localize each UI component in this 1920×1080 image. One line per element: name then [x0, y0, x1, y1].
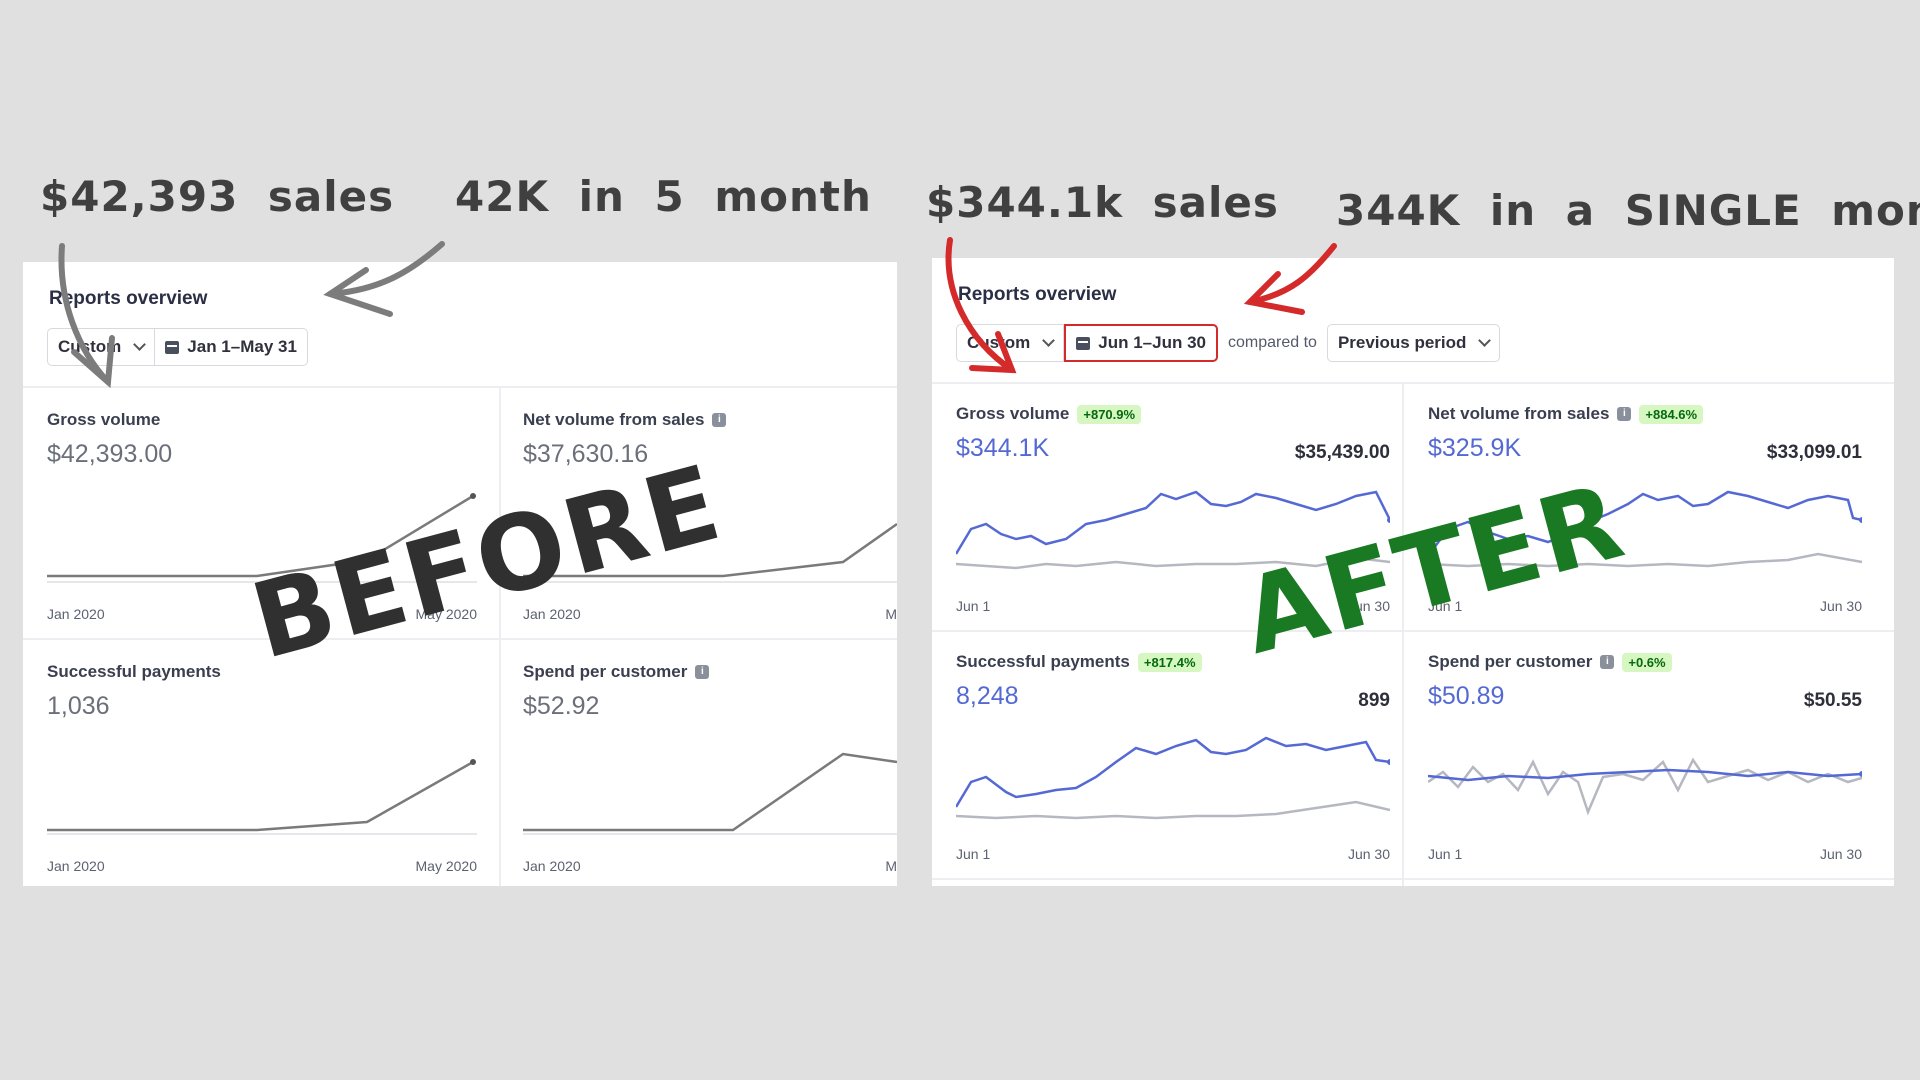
range-select[interactable]: Custom	[47, 328, 156, 366]
after-dashboard-panel: Reports overview Custom Jun 1–Jun 30 com…	[932, 258, 1894, 886]
sparkline-chart	[956, 736, 1390, 820]
card-value: $52.92	[523, 692, 600, 720]
x-axis-end: Jun 30	[1819, 846, 1862, 862]
page-title: Reports overview	[958, 284, 1117, 305]
sparkline-chart	[523, 522, 897, 583]
divider	[23, 638, 897, 640]
card-label: Successful payments	[956, 652, 1130, 671]
date-controls: Custom Jun 1–Jun 30 compared to Previous…	[956, 324, 1501, 362]
x-axis-start: Jan 2020	[523, 858, 581, 874]
annotation-after-sales: $344.1k sales	[926, 178, 1279, 227]
info-icon[interactable]: i	[1617, 407, 1632, 421]
range-select-label: Custom	[967, 333, 1031, 352]
compare-period-label: Previous period	[1337, 333, 1467, 352]
card-label: Spend per customer	[523, 662, 688, 681]
info-icon[interactable]: i	[1600, 655, 1615, 669]
change-badge: +0.6%	[1622, 652, 1672, 672]
card-label: Spend per customer	[1428, 652, 1593, 671]
compare-value: $35,439.00	[1294, 442, 1390, 463]
divider	[932, 382, 1894, 384]
x-axis-start: Jun 1	[956, 598, 991, 614]
change-badge: +884.6%	[1639, 404, 1704, 424]
card-net-volume[interactable]: Net volume from sales i +884.6% $325.9K $3…	[1428, 404, 1862, 624]
x-axis-start: Jun 1	[1428, 846, 1463, 862]
x-axis-start: Jan 2020	[523, 606, 581, 622]
card-value: $344.1K	[956, 434, 1050, 462]
info-icon[interactable]: i	[712, 413, 727, 427]
date-range-label: Jun 1–Jun 30	[1098, 333, 1206, 352]
sparkline-chart	[523, 752, 897, 835]
card-label: Gross volume	[47, 410, 161, 429]
chevron-down-icon	[133, 338, 147, 351]
card-spend-per-customer[interactable]: Spend per customer i +0.6% $50.89 $50.55 J…	[1428, 652, 1862, 872]
card-label: Gross volume	[956, 404, 1070, 423]
x-axis-end: May 2020	[415, 858, 477, 874]
before-dashboard-panel: Reports overview Custom Jan 1–May 31 Gro…	[23, 262, 897, 886]
card-net-volume[interactable]: Net volume from sales i $37,630.16 Jan 20…	[523, 410, 897, 630]
calendar-icon	[1076, 336, 1091, 350]
chevron-down-icon	[1042, 334, 1056, 347]
chevron-down-icon	[1478, 334, 1492, 347]
card-successful-payments[interactable]: Successful payments 1,036 Jan 2020 May 2…	[47, 662, 477, 882]
x-axis-start: Jun 1	[956, 846, 991, 862]
x-axis-start: Jan 2020	[47, 858, 105, 874]
compare-period-select[interactable]: Previous period	[1326, 324, 1501, 362]
change-badge: +817.4%	[1137, 652, 1202, 672]
divider	[499, 386, 501, 886]
card-value: $37,630.16	[523, 440, 649, 468]
page-title: Reports overview	[49, 288, 208, 309]
sparkline-chart	[1428, 757, 1862, 816]
annotation-before-note: 42K in 5 month	[455, 172, 872, 221]
sparkline-chart	[956, 490, 1390, 570]
x-axis-end: Jun 30	[1347, 598, 1390, 614]
sparkline-chart	[47, 759, 477, 835]
card-value: $325.9K	[1428, 434, 1522, 462]
card-value: $42,393.00	[47, 440, 173, 468]
info-icon[interactable]: i	[695, 665, 710, 679]
calendar-icon	[165, 340, 180, 354]
card-value: $50.89	[1428, 682, 1505, 710]
x-axis-end: May 2020	[415, 606, 477, 622]
range-select-label: Custom	[58, 337, 122, 356]
card-successful-payments[interactable]: Successful payments +817.4% 8,248 899 Jun…	[956, 652, 1390, 872]
sparkline-chart	[1428, 490, 1862, 568]
card-label: Net volume from sales	[523, 410, 705, 429]
compare-value: $33,099.01	[1766, 442, 1862, 463]
x-axis-end: Jun 30	[1347, 846, 1390, 862]
sparkline-chart	[47, 493, 477, 583]
divider	[932, 630, 1894, 632]
compared-to-label: compared to	[1228, 334, 1317, 351]
x-axis-end: M	[885, 606, 897, 622]
annotation-after-note: 344K in a SINGLE month	[1336, 186, 1920, 235]
divider	[23, 386, 897, 388]
divider	[1402, 382, 1404, 886]
card-value: 8,248	[956, 682, 1019, 710]
compare-value: 899	[1358, 690, 1390, 711]
x-axis-end: M	[885, 858, 897, 874]
card-label: Net volume from sales	[1428, 404, 1610, 423]
card-value: 1,036	[47, 692, 110, 720]
compare-value: $50.55	[1803, 690, 1862, 711]
x-axis-start: Jan 2020	[47, 606, 105, 622]
date-controls: Custom Jan 1–May 31	[47, 328, 308, 366]
card-gross-volume[interactable]: Gross volume +870.9% $344.1K $35,439.00 J…	[956, 404, 1390, 624]
date-range-picker[interactable]: Jan 1–May 31	[155, 328, 308, 366]
annotation-before-sales: $42,393 sales	[40, 172, 395, 221]
card-spend-per-customer[interactable]: Spend per customer i $52.92 Jan 2020 M	[523, 662, 897, 882]
range-select[interactable]: Custom	[956, 324, 1065, 362]
card-label: Successful payments	[47, 662, 221, 681]
divider	[932, 878, 1894, 880]
date-range-picker[interactable]: Jun 1–Jun 30	[1064, 324, 1218, 362]
x-axis-start: Jun 1	[1428, 598, 1463, 614]
x-axis-end: Jun 30	[1819, 598, 1862, 614]
card-gross-volume[interactable]: Gross volume $42,393.00 Jan 2020 May 202…	[47, 410, 477, 630]
date-range-label: Jan 1–May 31	[187, 337, 297, 356]
change-badge: +870.9%	[1077, 404, 1142, 424]
